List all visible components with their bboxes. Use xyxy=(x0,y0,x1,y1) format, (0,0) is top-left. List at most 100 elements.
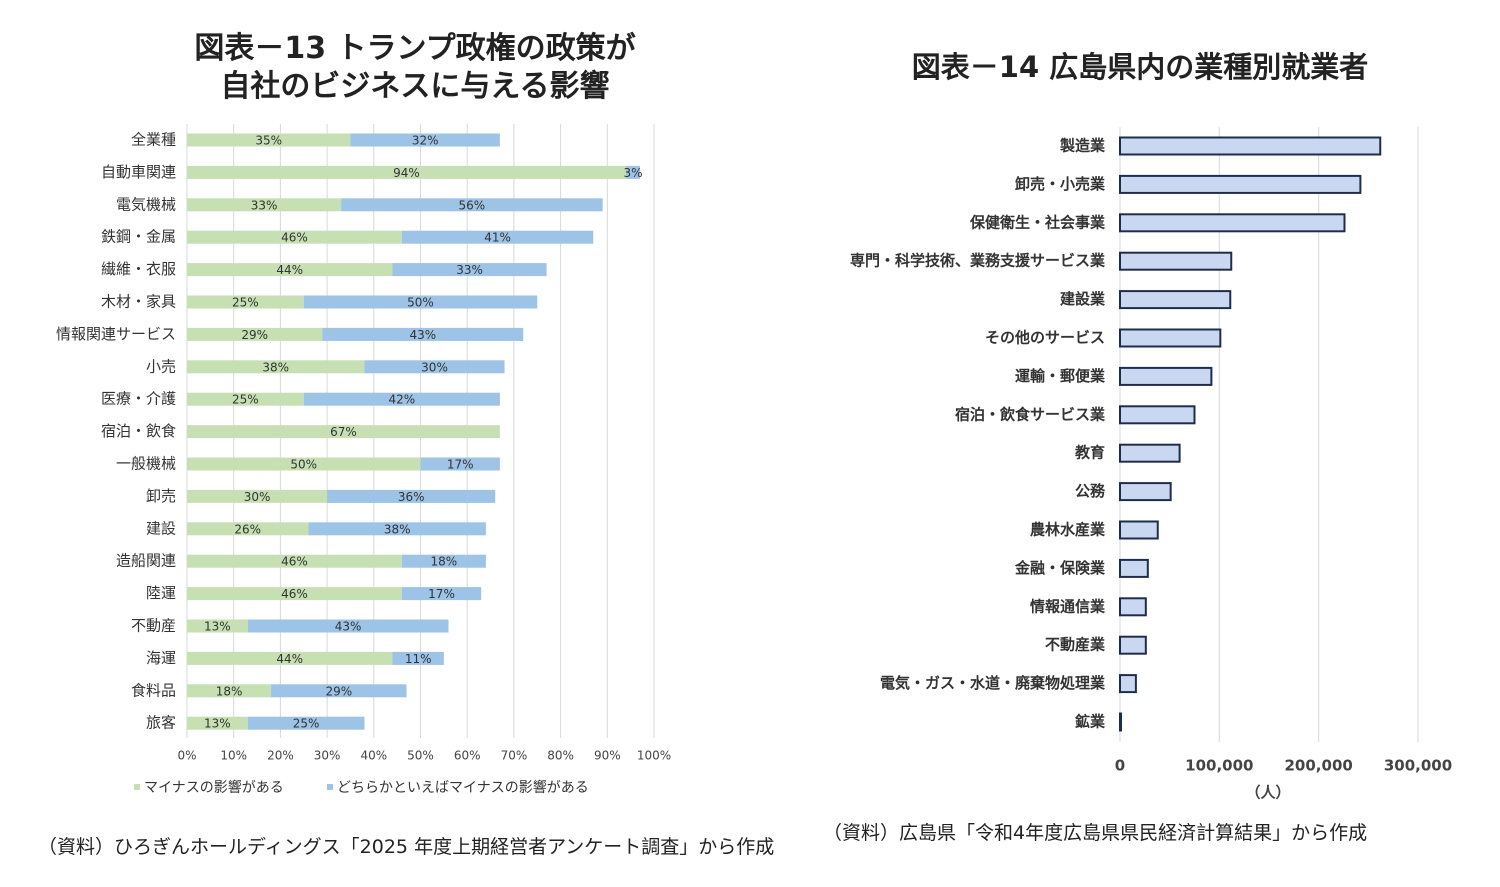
chart13-data-label-somewhat-negative: 29% xyxy=(325,684,352,698)
chart13-bar-negative xyxy=(187,392,304,406)
chart14-category-label: 卸売・小売業 xyxy=(1015,175,1106,193)
chart14-bar xyxy=(1119,635,1147,655)
chart14-category-label: 教育 xyxy=(1074,444,1105,462)
chart13-data-label-somewhat-negative: 38% xyxy=(384,522,411,536)
chart13-bar-somewhat-negative xyxy=(401,587,482,601)
chart13-data-label-negative: 25% xyxy=(232,296,259,310)
chart13-bar-negative xyxy=(187,263,393,277)
chart14-x-tick: 100,000 xyxy=(1185,757,1253,775)
chart13-data-label-somewhat-negative: 30% xyxy=(421,360,448,374)
chart13-bar-somewhat-negative xyxy=(401,230,594,244)
chart13-data-label-somewhat-negative: 18% xyxy=(431,555,458,569)
chart13-bar-somewhat-negative xyxy=(247,716,365,730)
chart14-category-label: 鉱業 xyxy=(1075,713,1106,731)
chart13-category-label: 旅客 xyxy=(146,714,176,732)
chart14-category-label: その他のサービス xyxy=(985,329,1105,347)
chart14-bar xyxy=(1119,213,1346,233)
chart14-bar xyxy=(1119,136,1382,156)
chart13-x-tick: 0% xyxy=(177,749,196,763)
chart13-stacked-bar: 0% 10% 20% 30% 40% 50% 60% 70% 80% 90% 100% 全業種 35% 3… xyxy=(56,124,671,796)
chart13-category-label: 全業種 xyxy=(131,131,176,149)
chart14-bar xyxy=(1119,674,1137,694)
chart13-data-label-negative: 46% xyxy=(281,231,308,245)
chart13-category-label: 宿泊・飲食 xyxy=(101,422,176,440)
chart13-bar-somewhat-negative xyxy=(327,489,496,503)
chart13-category-label: 電気機械 xyxy=(116,195,176,213)
chart13-title-line2: 自社のビジネスに与える影響 xyxy=(220,69,610,104)
chart13-category-label: 陸運 xyxy=(146,584,176,602)
chart13-legend-swatch-somewhat-negative xyxy=(327,784,333,790)
chart13-bar-somewhat-negative xyxy=(303,295,538,309)
chart13-bar-negative xyxy=(187,230,402,244)
chart13-bar-negative xyxy=(187,327,323,341)
chart13-title: 図表－13 トランプ政権の政策が 自社のビジネスに与える影響 xyxy=(150,30,680,106)
chart14-category-label: 専門・科学技術、業務支援サービス業 xyxy=(850,252,1106,270)
chart13-category-label: 鉄鋼・金属 xyxy=(101,228,176,246)
chart14-bar xyxy=(1119,520,1159,540)
chart13-bar-negative xyxy=(187,457,421,471)
chart13-category-label: 小売 xyxy=(146,357,176,375)
chart13-data-label-somewhat-negative: 33% xyxy=(456,263,483,277)
chart13-data-label-negative: 50% xyxy=(290,458,317,472)
chart13-source: （資料）ひろぎんホールディングス「2025 年度上期経営者アンケート調査」から作… xyxy=(38,836,775,858)
chart13-category-label: 繊維・衣服 xyxy=(101,260,176,278)
chart13-bar-negative xyxy=(187,619,248,633)
chart13-data-label-somewhat-negative: 36% xyxy=(398,490,425,504)
chart13-data-label-negative: 35% xyxy=(255,134,282,148)
chart14-category-label: 不動産業 xyxy=(1045,636,1106,654)
chart13-bar-negative xyxy=(187,587,402,601)
chart13-data-label-negative: 18% xyxy=(216,684,243,698)
chart14-bar xyxy=(1119,251,1233,271)
chart13-x-tick: 20% xyxy=(267,749,294,763)
chart13-bar-negative xyxy=(187,651,393,665)
chart13-data-label-negative: 44% xyxy=(276,652,303,666)
chart13-data-label-negative: 26% xyxy=(234,522,261,536)
chart14-bar xyxy=(1119,597,1147,617)
chart14-bar xyxy=(1119,443,1181,463)
chart13-category-label: 不動産 xyxy=(131,617,176,635)
chart13-bar-negative xyxy=(187,716,248,730)
chart14-category-label: 建設業 xyxy=(1060,290,1106,308)
chart14-x-tick: 0 xyxy=(1115,757,1125,775)
chart13-data-label-negative: 46% xyxy=(281,555,308,569)
chart13-data-label-somewhat-negative: 32% xyxy=(412,134,439,148)
chart13-category-label: 木材・家具 xyxy=(101,293,176,311)
chart13-bar-somewhat-negative xyxy=(303,392,500,406)
chart13-data-label-negative: 38% xyxy=(262,360,289,374)
chart14-x-tick: 200,000 xyxy=(1285,757,1353,775)
chart14-bar xyxy=(1119,558,1149,578)
chart13-bar-negative xyxy=(187,522,309,536)
chart14-category-label: 公務 xyxy=(1075,482,1106,500)
chart13-bar-somewhat-negative xyxy=(401,554,486,568)
chart13-data-label-somewhat-negative: 3% xyxy=(623,166,642,180)
chart13-bar-negative xyxy=(187,684,272,698)
chart13-data-label-somewhat-negative: 42% xyxy=(388,393,415,407)
chart13-x-tick: 90% xyxy=(594,749,621,763)
chart14-category-label: 農林水産業 xyxy=(1030,521,1106,539)
chart13-x-tick: 60% xyxy=(454,749,481,763)
chart13-category-label: 海運 xyxy=(146,649,176,667)
chart13-data-label-somewhat-negative: 25% xyxy=(293,717,320,731)
chart13-x-tick: 80% xyxy=(547,749,574,763)
chart13-legend-label-somewhat-negative: どちらかといえばマイナスの影響がある xyxy=(337,779,589,796)
chart14-bar xyxy=(1119,290,1232,310)
chart14-category-label: 宿泊・飲食サービス業 xyxy=(955,405,1106,423)
chart13-bar-negative xyxy=(187,198,342,212)
chart13-data-label-somewhat-negative: 17% xyxy=(428,587,455,601)
chart13-data-label-somewhat-negative: 17% xyxy=(447,458,474,472)
chart13-bar-somewhat-negative xyxy=(625,165,640,179)
chart13-category-label: 卸売 xyxy=(146,487,176,505)
chart13-bar-somewhat-negative xyxy=(420,457,500,471)
chart13-category-label: 情報関連サービス xyxy=(56,325,176,343)
chart13-x-tick: 100% xyxy=(637,749,671,763)
chart14-category-label: 金融・保険業 xyxy=(1014,559,1106,577)
chart14-category-label: 製造業 xyxy=(1059,137,1106,155)
chart13-category-label: 造船関連 xyxy=(116,552,176,570)
chart13-bar-somewhat-negative xyxy=(392,263,547,277)
chart13-bar-somewhat-negative xyxy=(341,198,603,212)
chart13-data-label-negative: 33% xyxy=(251,198,278,212)
chart13-bar-negative xyxy=(187,295,304,309)
chart13-category-label: 自動車関連 xyxy=(101,163,176,181)
chart14-bar xyxy=(1119,405,1196,425)
chart13-data-label-somewhat-negative: 43% xyxy=(409,328,436,342)
